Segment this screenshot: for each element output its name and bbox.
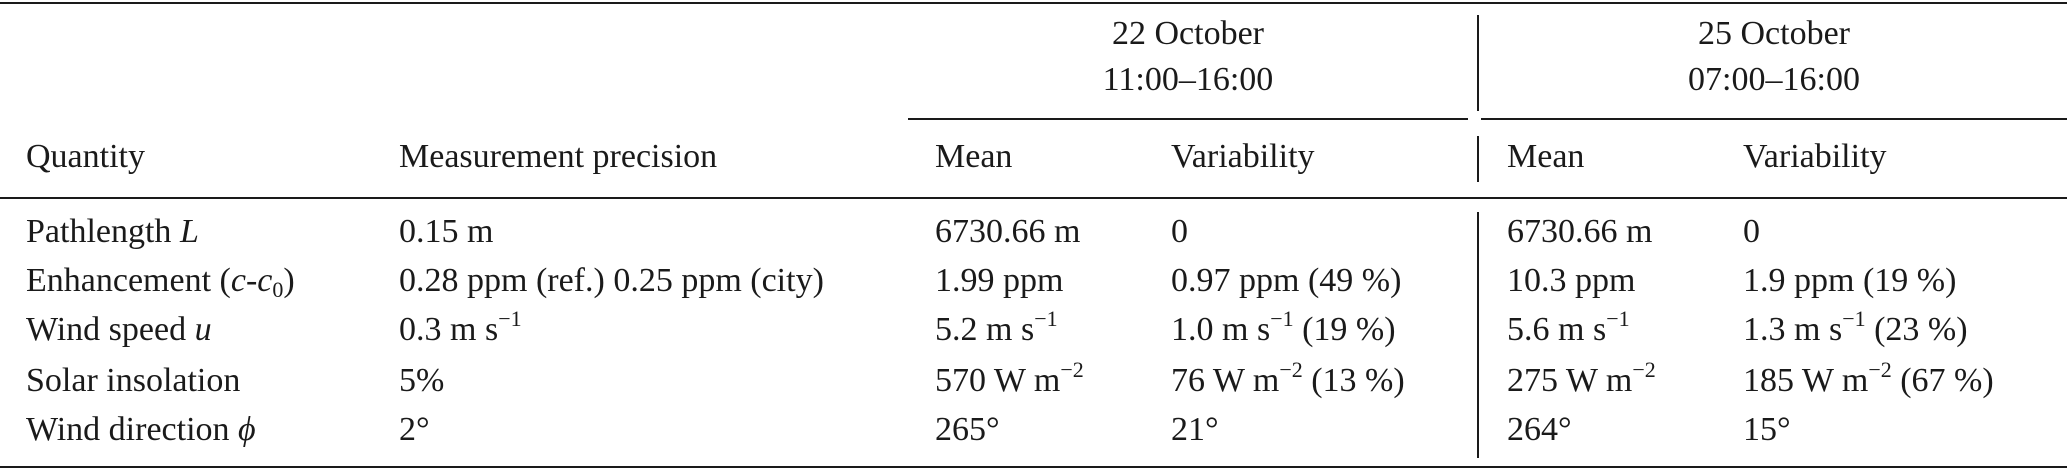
header-variability-22: Variability (1171, 138, 1315, 175)
cell-variability-22: 76 W m−2 (13 %) (1171, 357, 1405, 400)
group-rule-25-october (1481, 118, 2067, 120)
cell-mean-25: 10.3 ppm (1507, 262, 1636, 299)
cell-quantity: Solar insolation (26, 362, 241, 399)
cell-mean-22: 6730.66 m (935, 213, 1081, 250)
column-divider-top (1477, 15, 1479, 111)
cell-precision: 5% (399, 362, 445, 399)
cell-mean-22: 5.2 m s−1 (935, 306, 1058, 349)
cell-variability-25: 1.9 ppm (19 %) (1743, 262, 1957, 299)
cell-mean-25: 6730.66 m (1507, 213, 1653, 250)
cell-variability-22: 1.0 m s−1 (19 %) (1171, 306, 1396, 349)
cell-quantity: Enhancement (c-c0) (26, 262, 295, 302)
group-time: 11:00–16:00 (1102, 61, 1274, 98)
cell-variability-25: 15° (1743, 411, 1791, 448)
bottom-rule (0, 466, 2067, 468)
cell-variability-22: 21° (1171, 411, 1219, 448)
group-header-25-october: 25 October 07:00–16:00 (1481, 14, 2067, 100)
header-mean-22: Mean (935, 138, 1013, 175)
cell-quantity: Wind direction ϕ (26, 411, 256, 448)
cell-variability-22: 0 (1171, 213, 1188, 250)
cell-variability-22: 0.97 ppm (49 %) (1171, 262, 1402, 299)
cell-variability-25: 185 W m−2 (67 %) (1743, 357, 1994, 400)
cell-mean-25: 275 W m−2 (1507, 357, 1656, 400)
column-divider-header (1477, 136, 1479, 182)
group-date: 22 October (1111, 15, 1264, 52)
cell-quantity: Pathlength L (26, 213, 199, 250)
header-rule (0, 197, 2067, 199)
group-time: 07:00–16:00 (1688, 61, 1860, 98)
cell-precision: 2° (399, 411, 430, 448)
cell-variability-25: 0 (1743, 213, 1760, 250)
group-date: 25 October (1697, 15, 1850, 52)
group-header-22-october: 22 October 11:00–16:00 (908, 14, 1468, 100)
cell-mean-22: 265° (935, 411, 1000, 448)
header-precision: Measurement precision (399, 138, 718, 175)
group-rule-22-october (908, 118, 1468, 120)
cell-precision: 0.15 m (399, 213, 494, 250)
header-variability-25: Variability (1743, 138, 1887, 175)
cell-quantity: Wind speed u (26, 311, 212, 348)
cell-precision: 0.28 ppm (ref.) 0.25 ppm (city) (399, 262, 824, 299)
cell-mean-25: 5.6 m s−1 (1507, 306, 1630, 349)
cell-mean-22: 570 W m−2 (935, 357, 1084, 400)
column-divider-body (1477, 212, 1479, 458)
cell-precision: 0.3 m s−1 (399, 306, 522, 349)
header-mean-25: Mean (1507, 138, 1585, 175)
top-rule (0, 2, 2067, 4)
header-quantity: Quantity (26, 138, 145, 175)
cell-mean-25: 264° (1507, 411, 1572, 448)
cell-variability-25: 1.3 m s−1 (23 %) (1743, 306, 1968, 349)
cell-mean-22: 1.99 ppm (935, 262, 1064, 299)
